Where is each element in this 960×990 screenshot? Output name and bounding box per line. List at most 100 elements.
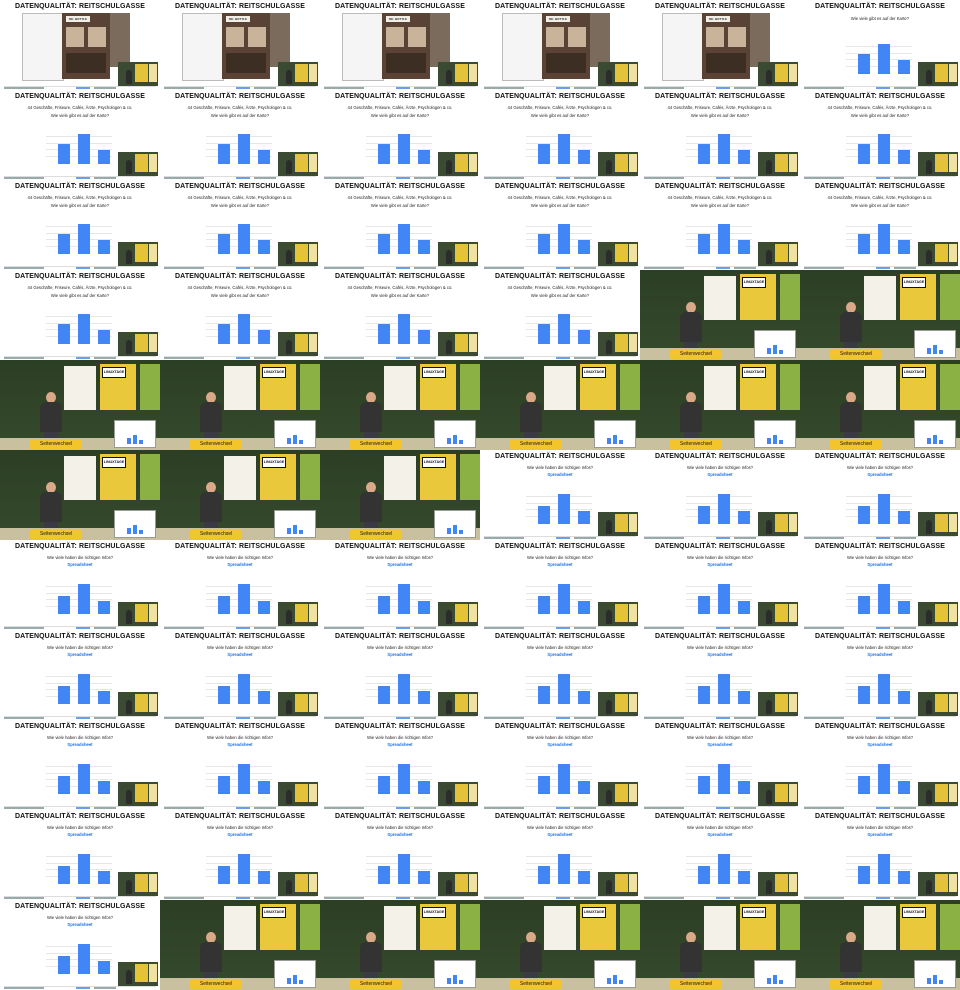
thumbnail-camera[interactable]: LINUXTAGE Seitenwechsel — [320, 360, 480, 450]
slide-title: DATENQUALITÄT: REITSCHULGASSE — [815, 183, 945, 190]
thumbnail-slide-count[interactable]: DATENQUALITÄT: REITSCHULGASSE 44 Geschäf… — [480, 270, 640, 360]
slide-link: Spreadsheet — [707, 742, 733, 747]
thumbnail-camera[interactable]: LINUXTAGE Seitenwechsel — [640, 360, 800, 450]
thumbnail-slide-count[interactable]: DATENQUALITÄT: REITSCHULGASSE 44 Geschäf… — [320, 270, 480, 360]
thumbnail-screenshot-slide[interactable]: DATENQUALITÄT: REITSCHULGASSE RE: BOTTLE — [0, 0, 160, 90]
thumbnail-slide-info[interactable]: DATENQUALITÄT: REITSCHULGASSE Wie viele … — [480, 810, 640, 900]
bar-chart — [200, 126, 274, 172]
slide-question: Wie viele haben die richtigen Infos? — [846, 555, 914, 560]
thumbnail-slide-count[interactable]: DATENQUALITÄT: REITSCHULGASSE 44 Geschäf… — [480, 180, 640, 270]
thumbnail-slide-info[interactable]: DATENQUALITÄT: REITSCHULGASSE Wie viele … — [800, 720, 960, 810]
speaker-camera-inset — [118, 692, 158, 716]
thumbnail-camera[interactable]: LINUXTAGE Seitenwechsel — [800, 360, 960, 450]
thumbnail-camera[interactable]: LINUXTAGE Seitenwechsel — [480, 360, 640, 450]
thumbnail-camera[interactable]: LINUXTAGE Seitenwechsel — [800, 900, 960, 990]
thumbnail-slide-count[interactable]: DATENQUALITÄT: REITSCHULGASSE 44 Geschäf… — [0, 270, 160, 360]
thumbnail-slide-info[interactable]: DATENQUALITÄT: REITSCHULGASSE Wie viele … — [0, 720, 160, 810]
thumbnail-slide-info[interactable]: DATENQUALITÄT: REITSCHULGASSE Wie viele … — [640, 540, 800, 630]
thumbnail-slide-count[interactable]: DATENQUALITÄT: REITSCHULGASSE 44 Geschäf… — [160, 270, 320, 360]
thumbnail-slide-info[interactable]: DATENQUALITÄT: REITSCHULGASSE Wie viele … — [640, 630, 800, 720]
bar-chart — [680, 576, 754, 622]
thumbnail-camera[interactable]: LINUXTAGE Seitenwechsel — [0, 360, 160, 450]
thumbnail-screenshot-slide[interactable]: DATENQUALITÄT: REITSCHULGASSE RE: BOTTLE — [320, 0, 480, 90]
sponsor-poster — [864, 906, 896, 950]
thumbnail-slide-info[interactable]: DATENQUALITÄT: REITSCHULGASSE Wie viele … — [160, 810, 320, 900]
thumbnail-slide-count[interactable]: DATENQUALITÄT: REITSCHULGASSE 44 Geschäf… — [0, 180, 160, 270]
thumbnail-slide-count[interactable]: DATENQUALITÄT: REITSCHULGASSE 44 Geschäf… — [640, 90, 800, 180]
thumbnail-slide-info[interactable]: DATENQUALITÄT: REITSCHULGASSE Wie viele … — [480, 450, 640, 540]
thumbnail-slide-info[interactable]: DATENQUALITÄT: REITSCHULGASSE Wie viele … — [320, 540, 480, 630]
slide-subtitle: 44 Geschäfte, Friseure, Cafés, Ärzte, Ps… — [187, 195, 293, 200]
thumbnail-slide-info[interactable]: DATENQUALITÄT: REITSCHULGASSE Wie viele … — [800, 450, 960, 540]
thumbnail-screenshot-slide[interactable]: DATENQUALITÄT: REITSCHULGASSE RE: BOTTLE — [640, 0, 800, 90]
bar-chart — [520, 846, 594, 892]
speaker-camera-inset — [278, 692, 318, 716]
spreadsheet-screenshot — [22, 13, 64, 81]
thumbnail-slide-info[interactable]: DATENQUALITÄT: REITSCHULGASSE Wie viele … — [320, 630, 480, 720]
thumbnail-slide-info[interactable]: DATENQUALITÄT: REITSCHULGASSE Wie viele … — [480, 540, 640, 630]
green-poster — [940, 904, 960, 950]
speaker-camera-inset — [758, 602, 798, 626]
thumbnail-slide-info[interactable]: DATENQUALITÄT: REITSCHULGASSE Wie viele … — [800, 810, 960, 900]
chart-bar — [78, 944, 90, 974]
speaker — [360, 932, 382, 982]
thumbnail-camera[interactable]: LINUXTAGE Seitenwechsel — [0, 450, 160, 540]
thumbnail-slide-info[interactable]: DATENQUALITÄT: REITSCHULGASSE Wie viele … — [640, 450, 800, 540]
chart-bar — [898, 780, 910, 794]
thumbnail-slide-info[interactable]: DATENQUALITÄT: REITSCHULGASSE Wie viele … — [0, 900, 160, 990]
thumbnail-slide-info[interactable]: DATENQUALITÄT: REITSCHULGASSE Wie viele … — [0, 810, 160, 900]
thumbnail-slide-info[interactable]: DATENQUALITÄT: REITSCHULGASSE Wie viele … — [480, 630, 640, 720]
thumbnail-slide-info[interactable]: DATENQUALITÄT: REITSCHULGASSE Wie viele … — [800, 630, 960, 720]
thumbnail-slide-count[interactable]: DATENQUALITÄT: REITSCHULGASSE 44 Geschäf… — [640, 180, 800, 270]
thumbnail-slide-info[interactable]: DATENQUALITÄT: REITSCHULGASSE Wie viele … — [160, 540, 320, 630]
spreadsheet-screenshot — [342, 13, 384, 81]
thumbnail-slide-info[interactable]: DATENQUALITÄT: REITSCHULGASSE Wie viele … — [320, 720, 480, 810]
speaker-camera-inset — [918, 692, 958, 716]
thumbnail-slide-count[interactable]: DATENQUALITÄT: REITSCHULGASSE 44 Geschäf… — [160, 180, 320, 270]
thumbnail-slide-count[interactable]: DATENQUALITÄT: REITSCHULGASSE 44 Geschäf… — [160, 90, 320, 180]
thumbnail-camera[interactable]: LINUXTAGE Seitenwechsel — [160, 450, 320, 540]
thumbnail-camera[interactable]: LINUXTAGE Seitenwechsel — [640, 270, 800, 360]
thumbnail-slide-info[interactable]: DATENQUALITÄT: REITSCHULGASSE Wie viele … — [320, 810, 480, 900]
thumbnail-camera[interactable]: LINUXTAGE Seitenwechsel — [480, 900, 640, 990]
bar-chart — [680, 756, 754, 802]
chart-bar — [578, 870, 590, 884]
thumbnail-slide-info[interactable]: DATENQUALITÄT: REITSCHULGASSE Wie viele … — [0, 630, 160, 720]
green-poster — [620, 364, 640, 410]
slide-subtitle: 44 Geschäfte, Friseure, Cafés, Ärzte, Ps… — [187, 105, 293, 110]
speaker-camera-inset — [758, 512, 798, 536]
thumbnail-slide-info[interactable]: DATENQUALITÄT: REITSCHULGASSE Wie viele … — [640, 810, 800, 900]
thumbnail-slide-count[interactable]: DATENQUALITÄT: REITSCHULGASSE 44 Geschäf… — [320, 90, 480, 180]
thumbnail-slide-info[interactable]: DATENQUALITÄT: REITSCHULGASSE Wie viele … — [160, 630, 320, 720]
slide-footer — [324, 86, 476, 89]
slide-title: DATENQUALITÄT: REITSCHULGASSE — [335, 543, 465, 550]
thumbnail-slide-count[interactable]: DATENQUALITÄT: REITSCHULGASSE 44 Geschäf… — [320, 180, 480, 270]
thumbnail-slide-count[interactable]: DATENQUALITÄT: REITSCHULGASSE 44 Geschäf… — [0, 90, 160, 180]
chart-bar — [718, 584, 730, 614]
bar-chart — [840, 36, 914, 82]
lower-third-label: Seitenwechsel — [350, 980, 402, 989]
speaker-camera-inset — [758, 692, 798, 716]
thumbnail-slide-info[interactable]: DATENQUALITÄT: REITSCHULGASSE Wie viele … — [800, 540, 960, 630]
slide-question: Wie viele haben die richtigen Infos? — [686, 555, 754, 560]
thumbnail-camera[interactable]: LINUXTAGE Seitenwechsel — [640, 900, 800, 990]
thumbnail-camera[interactable]: LINUXTAGE Seitenwechsel — [320, 900, 480, 990]
shop-sign: RE: BOTTLE — [546, 16, 570, 22]
thumbnail-slide-count[interactable]: DATENQUALITÄT: REITSCHULGASSE 44 Geschäf… — [800, 180, 960, 270]
thumbnail-slide-info[interactable]: DATENQUALITÄT: REITSCHULGASSE Wie viele … — [480, 720, 640, 810]
thumbnail-camera[interactable]: LINUXTAGE Seitenwechsel — [320, 450, 480, 540]
thumbnail-camera[interactable]: LINUXTAGE Seitenwechsel — [160, 360, 320, 450]
bar-chart — [200, 666, 274, 712]
thumbnail-screenshot-slide[interactable]: DATENQUALITÄT: REITSCHULGASSE RE: BOTTLE — [160, 0, 320, 90]
thumbnail-slide-info[interactable]: DATENQUALITÄT: REITSCHULGASSE Wie viele … — [640, 720, 800, 810]
thumbnail-screenshot-slide[interactable]: DATENQUALITÄT: REITSCHULGASSE RE: BOTTLE — [480, 0, 640, 90]
thumbnail-camera[interactable]: LINUXTAGE Seitenwechsel — [800, 270, 960, 360]
thumbnail-slide-count[interactable]: DATENQUALITÄT: REITSCHULGASSE 44 Geschäf… — [480, 90, 640, 180]
thumbnail-slide-count[interactable]: DATENQUALITÄT: REITSCHULGASSE Wie viele … — [800, 0, 960, 90]
slide-link: Spreadsheet — [387, 652, 413, 657]
chart-bar — [98, 149, 110, 164]
thumbnail-slide-count[interactable]: DATENQUALITÄT: REITSCHULGASSE 44 Geschäf… — [800, 90, 960, 180]
thumbnail-slide-info[interactable]: DATENQUALITÄT: REITSCHULGASSE Wie viele … — [0, 540, 160, 630]
thumbnail-slide-info[interactable]: DATENQUALITÄT: REITSCHULGASSE Wie viele … — [160, 720, 320, 810]
thumbnail-camera[interactable]: LINUXTAGE Seitenwechsel — [160, 900, 320, 990]
